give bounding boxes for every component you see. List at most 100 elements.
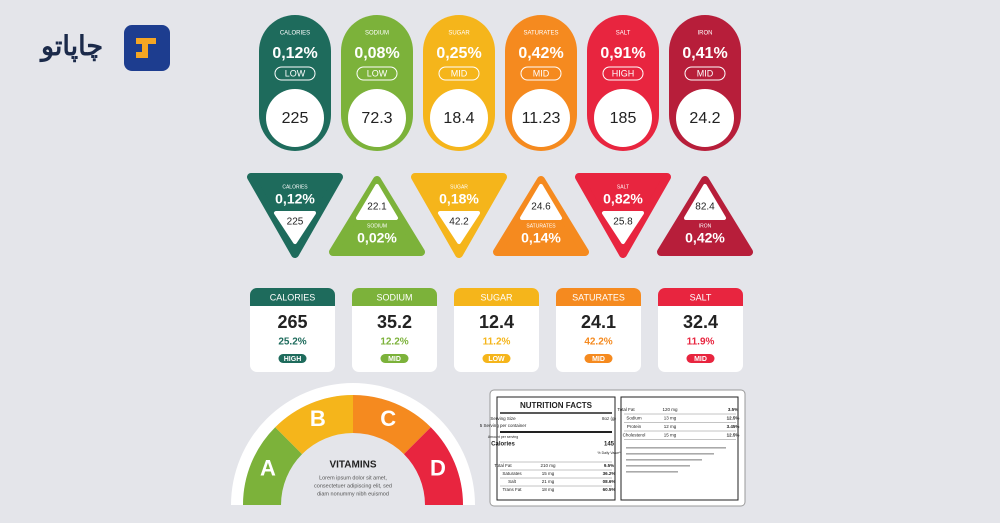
card-level: MID bbox=[694, 356, 707, 363]
serving-value: 8oz (g) bbox=[602, 416, 617, 421]
card-level: MID bbox=[388, 356, 401, 363]
row-amount: 12 mg bbox=[664, 424, 677, 429]
logo-glyph bbox=[136, 38, 156, 58]
triangle-inner bbox=[602, 211, 644, 244]
triangle-name: SATURATES bbox=[526, 223, 556, 229]
card bbox=[352, 288, 437, 372]
row-percent: 08.6% bbox=[603, 479, 616, 484]
triangle-value: 24.6 bbox=[531, 202, 551, 213]
card-name: SODIUM bbox=[377, 292, 413, 302]
pill-name: SODIUM bbox=[365, 31, 389, 37]
row-amount: 21 mg bbox=[542, 479, 555, 484]
card-level-box bbox=[380, 354, 409, 363]
filler-text bbox=[626, 447, 726, 449]
pill-level-box bbox=[356, 66, 398, 81]
pill-percent: 0,91% bbox=[600, 45, 645, 62]
triangle-percent: 0,02% bbox=[357, 230, 397, 246]
row-percent: 9.5% bbox=[604, 463, 614, 468]
card-name: SUGAR bbox=[480, 292, 513, 302]
card-level-box bbox=[584, 354, 613, 363]
gauge-segment bbox=[403, 427, 463, 505]
card-value: 12.4 bbox=[479, 312, 514, 332]
filler-text bbox=[626, 459, 702, 461]
card-level: LOW bbox=[488, 356, 505, 363]
row-amount: 210 mg bbox=[540, 463, 556, 468]
daily: % Daily Value* bbox=[598, 451, 622, 455]
pill-percent: 0,41% bbox=[682, 45, 727, 62]
pill-value: 72.3 bbox=[361, 110, 392, 127]
row-label: Cholesterol bbox=[623, 433, 646, 438]
pill-percent: 0,12% bbox=[272, 45, 317, 62]
triangle-name: SUGAR bbox=[450, 184, 468, 190]
row-label: Protein bbox=[627, 424, 642, 429]
triangle-inner bbox=[520, 184, 562, 220]
triangle-value: 225 bbox=[287, 217, 304, 228]
amount: Amount per serving bbox=[488, 435, 518, 439]
row-label: Salt bbox=[508, 479, 517, 484]
row-label: Total Fat bbox=[494, 463, 512, 468]
pill-level: LOW bbox=[367, 68, 388, 78]
gauge-text: diam nonummy nibh euismod bbox=[317, 491, 389, 497]
pill-circle bbox=[266, 89, 324, 147]
pill-name: SATURATES bbox=[523, 31, 558, 37]
nutrition-right-frame bbox=[620, 396, 739, 501]
pill-percent: 0,08% bbox=[354, 45, 399, 62]
row-percent: 12.5% bbox=[727, 433, 740, 438]
row-label: Saturates bbox=[502, 471, 522, 476]
row-amount: 18 mg bbox=[542, 487, 555, 492]
triangle-percent: 0,12% bbox=[275, 191, 315, 207]
pill-value: 24.2 bbox=[689, 110, 720, 127]
row-amount: 13 mg bbox=[664, 416, 677, 421]
card-header bbox=[352, 288, 437, 306]
triangle-value: 82.4 bbox=[695, 202, 715, 213]
card bbox=[658, 288, 743, 372]
pill-circle bbox=[594, 89, 652, 147]
row-amount: 120 mg bbox=[662, 407, 678, 412]
row-label: Trans Fat bbox=[502, 487, 522, 492]
pill-name: SUGAR bbox=[448, 31, 470, 37]
pill-value: 11.23 bbox=[522, 110, 561, 127]
calories: Calories bbox=[491, 442, 515, 448]
nutrition-title: NUTRITION FACTS bbox=[520, 401, 593, 410]
pill-level: MID bbox=[697, 68, 714, 78]
card-value: 24.1 bbox=[581, 312, 616, 332]
triangle-inner bbox=[274, 211, 316, 244]
gauge-text: Lorem ipsum dolor sit amet, bbox=[319, 475, 387, 481]
triangle-name: IRON bbox=[699, 223, 712, 229]
row-percent: 36.2% bbox=[603, 471, 616, 476]
card-name: CALORIES bbox=[270, 292, 316, 302]
gauge-text: consectetuer adipiscing elit, sed bbox=[314, 483, 392, 489]
triangle-inner bbox=[684, 184, 726, 220]
logo-text: چاپاتو bbox=[39, 31, 103, 63]
gauge-grade: C bbox=[380, 406, 396, 431]
row-percent: 3.5% bbox=[728, 407, 738, 412]
triangle-percent: 0,14% bbox=[521, 230, 561, 246]
triangle-value: 25.8 bbox=[613, 217, 633, 228]
triangle-percent: 0,42% bbox=[685, 230, 725, 246]
card-percent: 12.2% bbox=[380, 337, 408, 348]
card-value: 35.2 bbox=[377, 312, 412, 332]
pill-level: HIGH bbox=[612, 68, 635, 78]
row-label: Total Fat bbox=[617, 407, 635, 412]
gauge-segment bbox=[275, 395, 353, 455]
filler-text bbox=[626, 471, 678, 473]
card-header bbox=[556, 288, 641, 306]
nutrition-left-frame bbox=[496, 396, 616, 501]
row-percent: 12.5% bbox=[727, 416, 740, 421]
row-amount: 15 mg bbox=[542, 471, 555, 476]
serving: Serving Size bbox=[490, 416, 516, 421]
card-value: 32.4 bbox=[683, 312, 718, 332]
card-percent: 11.9% bbox=[687, 337, 715, 348]
pill-level-box bbox=[520, 66, 562, 81]
pill-level-box bbox=[274, 66, 316, 81]
gauge-segment bbox=[243, 427, 303, 505]
triangle-name: SALT bbox=[617, 184, 629, 190]
triangle-value: 42.2 bbox=[449, 217, 469, 228]
pill-value: 18.4 bbox=[443, 110, 474, 127]
filler-text bbox=[626, 465, 690, 467]
triangle-inner bbox=[438, 211, 480, 244]
calories-value: 145 bbox=[604, 442, 615, 448]
pill-name: SALT bbox=[616, 31, 631, 37]
pill-level: MID bbox=[451, 68, 468, 78]
